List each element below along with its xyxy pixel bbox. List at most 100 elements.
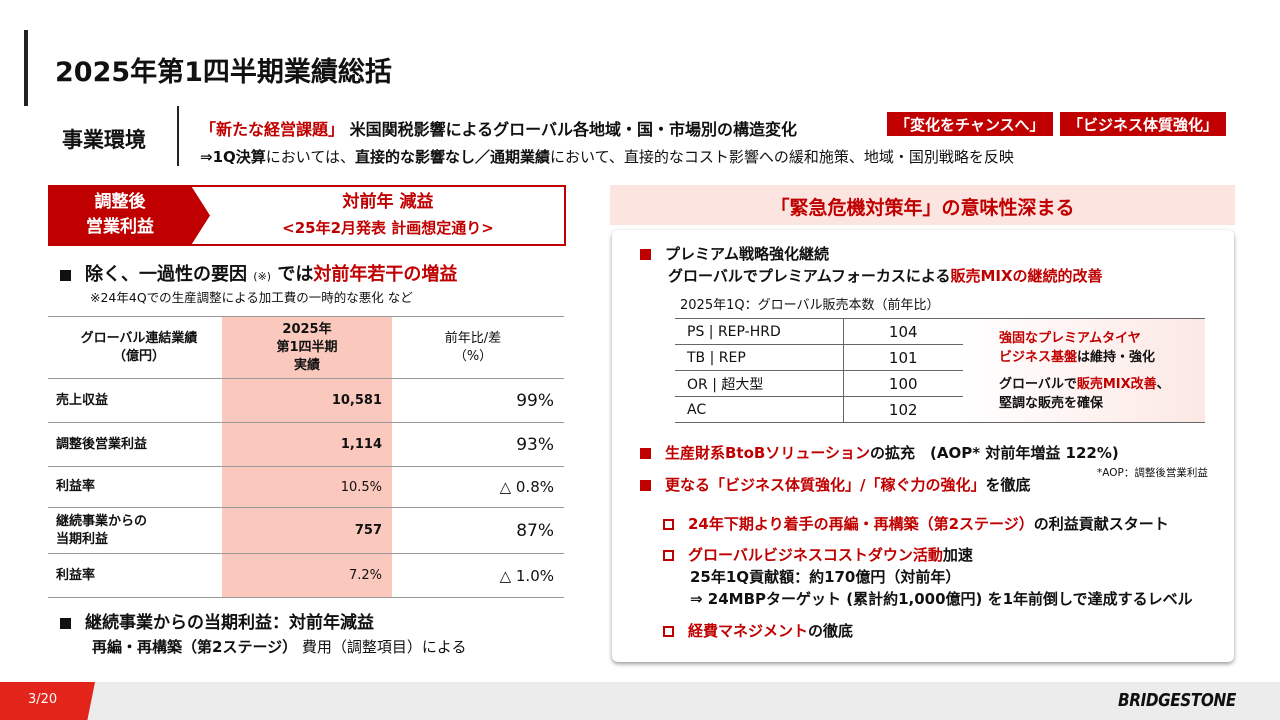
env-line2: ⇒1Q決算においては、直接的な影響なし／通期業績において、直接的なコスト影響への… bbox=[200, 146, 1014, 167]
segment: TB | REP bbox=[675, 344, 843, 371]
table-row: 利益率 10.5% △ 0.8% bbox=[48, 466, 564, 508]
t: 更なる「ビジネス体質強化」/「稼ぐ力の強化」 bbox=[665, 476, 986, 494]
row-value: 7.2% bbox=[222, 553, 392, 598]
footnote: ※24年4Qでの生産調整による加工費の一時的な悪化 など bbox=[90, 290, 413, 305]
right-card bbox=[612, 230, 1234, 662]
bullet-business: 更なる「ビジネス体質強化」/「稼ぐ力の強化」を徹底 bbox=[640, 474, 1031, 495]
t: 2025年 bbox=[282, 321, 332, 337]
table-row: 売上収益 10,581 99% bbox=[48, 378, 564, 423]
t: 継続事業からの当期利益：対前年減益 bbox=[85, 613, 374, 633]
results-table: グローバル連結業績 （億円） 2025年 第1四半期 実績 前年比/差 （%） 売上収益… bbox=[48, 316, 564, 598]
square-bullet-icon bbox=[640, 249, 651, 260]
t: (※) bbox=[253, 270, 272, 283]
t: グローバルビジネスコストダウン活動 bbox=[688, 546, 943, 564]
row-label: 売上収益 bbox=[48, 378, 222, 423]
table-row: 継続事業からの 当期利益 757 87% bbox=[48, 507, 564, 554]
row-ratio: 93% bbox=[392, 422, 564, 467]
square-bullet-icon bbox=[60, 269, 71, 281]
row-ratio: 87% bbox=[392, 507, 564, 554]
table-row: 調整後営業利益 1,114 93% bbox=[48, 422, 564, 467]
aop-footnote: *AOP：調整後営業利益 bbox=[1097, 467, 1208, 479]
bullet-excluding: 除く、一過性の要因 (※) では対前年若干の増益 bbox=[60, 260, 457, 286]
volume-ratio: 100 bbox=[842, 370, 963, 397]
t: を徹底 bbox=[985, 476, 1031, 494]
table-row: OR | 超大型 100 bbox=[675, 370, 1205, 397]
t: 直接的な影響なし／通期業績 bbox=[355, 148, 551, 166]
t: は維持・強化 bbox=[1077, 349, 1156, 365]
col-header: グローバル連結業績 （億円） bbox=[48, 316, 222, 379]
t: において、直接的なコスト影響への緩和施策、地域・国別戦略を反映 bbox=[550, 148, 1014, 166]
t: では bbox=[277, 264, 314, 285]
aop-result: 対前年 減益 <25年2月発表 計画想定通り> bbox=[210, 189, 566, 241]
env-line1: 「新たな経営課題」 米国関税影響によるグローバル各地域・国・市場別の構造変化 bbox=[200, 116, 797, 140]
t: 調整後 bbox=[94, 192, 146, 212]
table-row: AC 102 bbox=[675, 396, 1205, 423]
t: においては、 bbox=[265, 148, 356, 166]
volume-ratio: 102 bbox=[842, 396, 963, 423]
env-label: 事業環境 bbox=[62, 128, 146, 152]
t: 販売MIX改善 bbox=[1076, 376, 1157, 392]
sales-caption: 2025年1Q：グローバル販売本数（前年比） bbox=[680, 298, 940, 313]
row-label: 利益率 bbox=[48, 553, 222, 598]
segment: PS | REP-HRD bbox=[675, 318, 843, 345]
t: の徹底 bbox=[808, 622, 854, 640]
t: ビジネス基盤 bbox=[999, 349, 1078, 365]
row-value: 10.5% bbox=[222, 466, 392, 508]
t: の利益貢献スタート bbox=[1033, 515, 1169, 533]
t: 第1四半期 bbox=[276, 339, 338, 355]
env-text: 米国関税影響によるグローバル各地域・国・市場別の構造変化 bbox=[349, 120, 797, 139]
row-value: 1,114 bbox=[222, 422, 392, 467]
t: 強固なプレミアムタイヤ bbox=[999, 330, 1141, 346]
sub-expense: 経費マネジメントの徹底 bbox=[663, 620, 853, 641]
bullet-sub: 再編・再構築（第2ステージ） 費用（調整項目）による bbox=[92, 636, 466, 657]
hollow-square-icon bbox=[663, 519, 674, 530]
sub-costdown: グローバルビジネスコストダウン活動加速 25年1Q貢献額：約170億円（対前年）… bbox=[663, 544, 1193, 610]
table-header: グローバル連結業績 （億円） 2025年 第1四半期 実績 前年比/差 （%） bbox=[48, 316, 564, 379]
row-value: 10,581 bbox=[222, 378, 392, 423]
t: ⇒ 24MBPターゲット (累計約1,000億円) を1年前倒しで達成するレベル bbox=[690, 590, 1193, 608]
t: プレミアム戦略強化継続 bbox=[665, 245, 829, 263]
t: の拡充 (AOP* 対前年増益 122%) bbox=[870, 444, 1119, 462]
t: 対前年 減益 bbox=[342, 192, 434, 212]
row-ratio: 99% bbox=[392, 378, 564, 423]
hollow-square-icon bbox=[663, 626, 674, 637]
t: 25年1Q貢献額：約170億円（対前年） bbox=[690, 568, 961, 586]
page-number: 3/20 bbox=[0, 682, 95, 720]
row-label: 調整後営業利益 bbox=[48, 422, 222, 467]
t: （%） bbox=[453, 348, 493, 364]
bridgestone-logo: BRIDGESTONE bbox=[1118, 690, 1236, 711]
t: （億円） bbox=[112, 348, 165, 364]
row-label: 利益率 bbox=[48, 466, 222, 508]
divider bbox=[177, 106, 179, 166]
bullet-net-income: 継続事業からの当期利益：対前年減益 bbox=[60, 608, 374, 633]
t: 生産財系BtoBソリューション bbox=[665, 444, 871, 462]
t: 堅調な販売を確保 bbox=[999, 395, 1104, 411]
table-row: 利益率 7.2% △ 1.0% bbox=[48, 553, 564, 598]
t: ⇒1Q決算 bbox=[200, 148, 266, 166]
t: グローバルでプレミアムフォーカスによる bbox=[668, 267, 951, 285]
t: <25年2月発表 計画想定通り> bbox=[282, 219, 494, 237]
t: 経費マネジメント bbox=[688, 622, 809, 640]
env-red: 「新たな経営課題」 bbox=[200, 120, 345, 139]
sales-table: PS | REP-HRD 104 強固なプレミアムタイヤ ビジネス基盤は維持・強化 グロ… bbox=[675, 318, 1205, 423]
col-header: 2025年 第1四半期 実績 bbox=[222, 316, 392, 379]
bullet-btob: 生産財系BtoBソリューションの拡充 (AOP* 対前年増益 122%) bbox=[640, 442, 1119, 463]
badge-business: 「ビジネス体質強化」 bbox=[1060, 112, 1227, 136]
t: 営業利益 bbox=[86, 217, 154, 237]
row-ratio: △ 1.0% bbox=[392, 553, 564, 598]
hollow-square-icon bbox=[663, 550, 674, 561]
t: グローバル連結業績 bbox=[80, 330, 198, 346]
table-row: TB | REP 101 bbox=[675, 344, 1205, 371]
table-row: PS | REP-HRD 104 強固なプレミアムタイヤ ビジネス基盤は維持・強化 グロ… bbox=[675, 318, 1205, 423]
volume-ratio: 104 bbox=[842, 318, 963, 345]
t: 販売MIXの継続的改善 bbox=[950, 267, 1103, 285]
bullet-premium: プレミアム戦略強化継続 グローバルでプレミアムフォーカスによる販売MIXの継続的… bbox=[640, 243, 1103, 287]
t: 対前年若干の増益 bbox=[313, 264, 458, 285]
footer bbox=[0, 682, 1280, 720]
square-bullet-icon bbox=[640, 448, 651, 459]
t: 加速 bbox=[942, 546, 973, 564]
t: 除く、一過性の要因 bbox=[85, 264, 247, 285]
row-ratio: △ 0.8% bbox=[392, 466, 564, 508]
segment: AC bbox=[675, 396, 843, 423]
page-title: 2025年第1四半期業績総括 bbox=[55, 57, 392, 88]
